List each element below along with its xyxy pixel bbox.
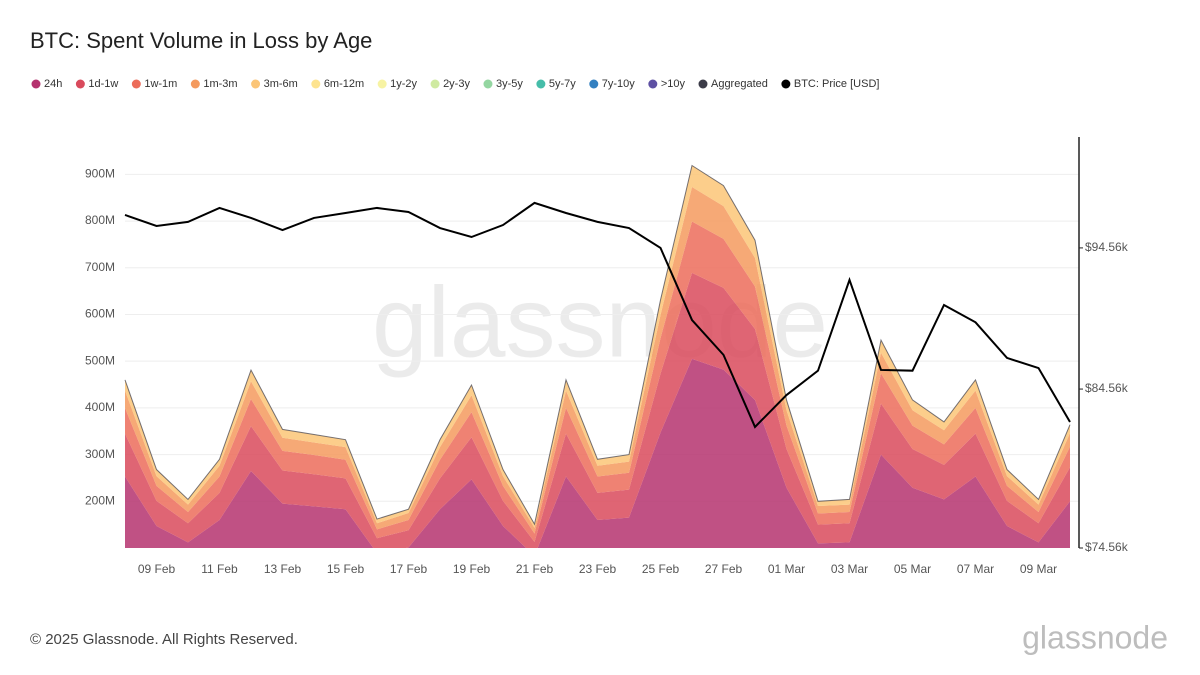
x-tick-label: 07 Mar	[957, 562, 994, 576]
legend-marker	[75, 79, 85, 89]
y-tick-label: 500M	[85, 353, 115, 367]
y-tick-label: 700M	[85, 260, 115, 274]
x-tick-label: 01 Mar	[768, 562, 805, 576]
legend-marker	[483, 79, 493, 89]
legend-marker	[131, 79, 141, 89]
x-tick-label: 17 Feb	[390, 562, 428, 576]
line	[124, 201, 1071, 429]
legend-marker	[698, 79, 708, 89]
legend-marker	[430, 79, 440, 89]
x-tick-label: 03 Mar	[831, 562, 868, 576]
area	[125, 272, 1070, 548]
x-tick-label: 19 Feb	[453, 562, 491, 576]
legend-label: 3y-5y	[496, 78, 523, 90]
legend-label: 6m-12m	[324, 78, 364, 90]
plot	[124, 164, 1071, 548]
x-tick-label: 25 Feb	[642, 562, 680, 576]
area	[125, 165, 1070, 528]
legend-label: BTC: Price [USD]	[794, 78, 880, 90]
line	[124, 164, 1071, 526]
x-tick-label: 09 Feb	[138, 562, 176, 576]
legend-marker	[31, 79, 41, 89]
x-tick-label: 13 Feb	[264, 562, 302, 576]
y-tick-label: 200M	[85, 493, 115, 507]
x-tick-label: 23 Feb	[579, 562, 617, 576]
legend-label: 2y-3y	[443, 78, 470, 90]
area	[125, 186, 1070, 534]
y-tick-label: 800M	[85, 213, 115, 227]
legend-label: 5y-7y	[549, 78, 576, 90]
x-tick-label: 05 Mar	[894, 562, 931, 576]
legend-label: 1w-1m	[144, 78, 177, 90]
legend-label: >10y	[661, 78, 686, 90]
legend-marker	[589, 79, 599, 89]
y-tick-label: 300M	[85, 447, 115, 461]
logo: glassnode	[1022, 619, 1168, 655]
legend-marker	[190, 79, 200, 89]
x-tick-label: 27 Feb	[705, 562, 743, 576]
y2-tick-label: $84.56k	[1085, 381, 1129, 395]
legend-label: 1y-2y	[390, 78, 417, 90]
area	[125, 358, 1070, 548]
footer: © 2025 Glassnode. All Rights Reserved.	[30, 631, 298, 648]
x-tick-label: 21 Feb	[516, 562, 554, 576]
y2-tick-label: $74.56k	[1085, 540, 1129, 554]
legend-label: 7y-10y	[602, 78, 636, 90]
legend-marker	[251, 79, 261, 89]
y-tick-label: 900M	[85, 167, 115, 181]
chart-title: BTC: Spent Volume in Loss by Age	[30, 28, 372, 53]
legend-label: Aggregated	[711, 78, 768, 90]
legend-marker	[648, 79, 658, 89]
legend-marker	[377, 79, 387, 89]
legend-label: 1m-3m	[203, 78, 237, 90]
legend-marker	[311, 79, 321, 89]
y-tick-label: 400M	[85, 400, 115, 414]
y-tick-label: 600M	[85, 307, 115, 321]
x-tick-label: 11 Feb	[201, 562, 238, 576]
legend-label: 3m-6m	[264, 78, 298, 90]
legend-marker	[536, 79, 546, 89]
y2-tick-label: $94.56k	[1085, 240, 1129, 254]
legend-label: 1d-1w	[88, 78, 118, 90]
legend-label: 24h	[44, 78, 62, 90]
legend-marker	[781, 79, 791, 89]
area	[125, 221, 1070, 542]
x-tick-label: 09 Mar	[1020, 562, 1057, 576]
x-tick-label: 15 Feb	[327, 562, 365, 576]
